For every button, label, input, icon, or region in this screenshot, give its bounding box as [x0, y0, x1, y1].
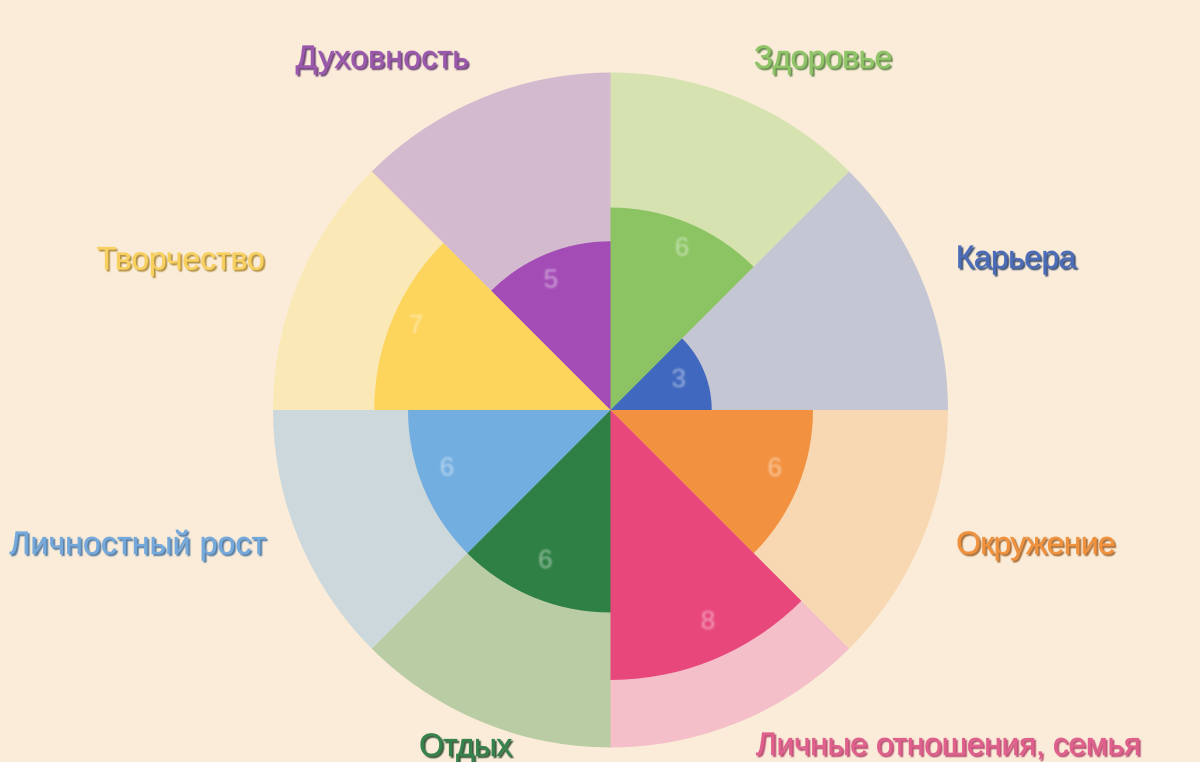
svg-text:Личные отношения, семья: Личные отношения, семья: [756, 726, 1141, 762]
svg-text:3: 3: [671, 363, 685, 393]
svg-text:Окружение: Окружение: [956, 525, 1115, 561]
svg-text:8: 8: [701, 605, 715, 635]
svg-text:6: 6: [767, 452, 781, 482]
svg-text:6: 6: [538, 544, 552, 574]
svg-text:Здоровье: Здоровье: [754, 39, 892, 75]
svg-text:6: 6: [440, 452, 454, 482]
svg-text:5: 5: [544, 263, 558, 293]
svg-text:7: 7: [409, 309, 423, 339]
svg-text:Карьера: Карьера: [956, 239, 1077, 275]
svg-text:6: 6: [675, 232, 689, 262]
svg-text:Духовность: Духовность: [296, 39, 470, 75]
svg-text:Отдых: Отдых: [419, 727, 512, 762]
svg-text:Личностный рост: Личностный рост: [9, 525, 266, 561]
svg-text:Творчество: Творчество: [97, 241, 265, 277]
